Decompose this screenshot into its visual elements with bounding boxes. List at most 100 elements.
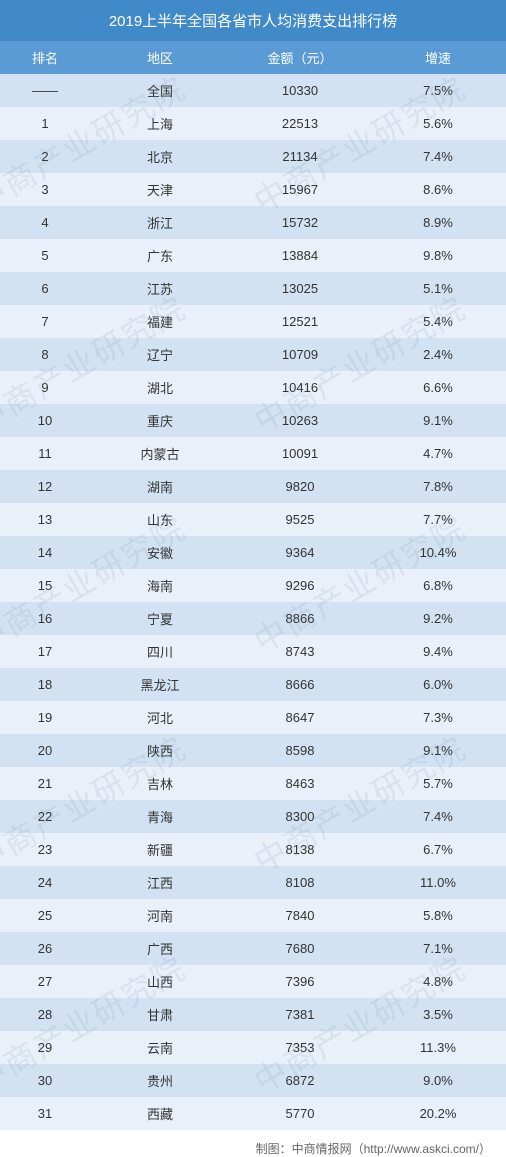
table-row: 11内蒙古100914.7% — [0, 437, 506, 470]
table-row: 2北京211347.4% — [0, 140, 506, 173]
cell-rank: 2 — [0, 149, 90, 164]
cell-region: 吉林 — [90, 774, 230, 793]
cell-growth: 9.8% — [370, 248, 506, 263]
cell-rank: 14 — [0, 545, 90, 560]
table-row: 4浙江157328.9% — [0, 206, 506, 239]
table-row: 10重庆102639.1% — [0, 404, 506, 437]
table-row: 3天津159678.6% — [0, 173, 506, 206]
cell-growth: 7.3% — [370, 710, 506, 725]
table-row: 16宁夏88669.2% — [0, 602, 506, 635]
cell-amount: 10709 — [230, 347, 370, 362]
table-row: 27山西73964.8% — [0, 965, 506, 998]
cell-amount: 7353 — [230, 1040, 370, 1055]
cell-rank: 13 — [0, 512, 90, 527]
cell-growth: 6.8% — [370, 578, 506, 593]
cell-rank: 16 — [0, 611, 90, 626]
table-row: 26广西76807.1% — [0, 932, 506, 965]
cell-rank: 25 — [0, 908, 90, 923]
cell-amount: 7680 — [230, 941, 370, 956]
cell-amount: 8666 — [230, 677, 370, 692]
cell-region: 山西 — [90, 972, 230, 991]
cell-region: 广西 — [90, 939, 230, 958]
table-row: 6江苏130255.1% — [0, 272, 506, 305]
cell-amount: 8108 — [230, 875, 370, 890]
cell-region: 浙江 — [90, 213, 230, 232]
cell-rank: 31 — [0, 1106, 90, 1121]
cell-region: 新疆 — [90, 840, 230, 859]
cell-rank: 17 — [0, 644, 90, 659]
cell-amount: 10091 — [230, 446, 370, 461]
cell-growth: 10.4% — [370, 545, 506, 560]
cell-rank: 5 — [0, 248, 90, 263]
cell-rank: 15 — [0, 578, 90, 593]
cell-amount: 8743 — [230, 644, 370, 659]
cell-growth: 4.7% — [370, 446, 506, 461]
cell-growth: 4.8% — [370, 974, 506, 989]
cell-rank: 1 — [0, 116, 90, 131]
cell-region: 甘肃 — [90, 1005, 230, 1024]
cell-amount: 9525 — [230, 512, 370, 527]
cell-amount: 10330 — [230, 83, 370, 98]
header-growth: 增速 — [370, 48, 506, 67]
cell-amount: 5770 — [230, 1106, 370, 1121]
cell-region: 西藏 — [90, 1104, 230, 1123]
cell-growth: 7.1% — [370, 941, 506, 956]
cell-amount: 7381 — [230, 1007, 370, 1022]
table-body: ——全国103307.5%1上海225135.6%2北京211347.4%3天津… — [0, 74, 506, 1130]
cell-growth: 9.1% — [370, 413, 506, 428]
ranking-table-container: 2019上半年全国各省市人均消费支出排行榜 排名 地区 金额（元） 增速 ——全… — [0, 0, 506, 1156]
cell-region: 广东 — [90, 246, 230, 265]
table-row: 20陕西85989.1% — [0, 734, 506, 767]
cell-rank: 19 — [0, 710, 90, 725]
cell-rank: 9 — [0, 380, 90, 395]
cell-region: 天津 — [90, 180, 230, 199]
cell-rank: 30 — [0, 1073, 90, 1088]
table-row: 9湖北104166.6% — [0, 371, 506, 404]
cell-growth: 3.5% — [370, 1007, 506, 1022]
cell-rank: 21 — [0, 776, 90, 791]
cell-region: 宁夏 — [90, 609, 230, 628]
cell-growth: 9.4% — [370, 644, 506, 659]
table-row: 5广东138849.8% — [0, 239, 506, 272]
cell-growth: 7.8% — [370, 479, 506, 494]
cell-rank: 6 — [0, 281, 90, 296]
cell-region: 湖北 — [90, 378, 230, 397]
table-row: 21吉林84635.7% — [0, 767, 506, 800]
cell-growth: 11.0% — [370, 875, 506, 890]
cell-growth: 6.0% — [370, 677, 506, 692]
cell-region: 云南 — [90, 1038, 230, 1057]
table-row: 22青海83007.4% — [0, 800, 506, 833]
cell-growth: 20.2% — [370, 1106, 506, 1121]
cell-amount: 8866 — [230, 611, 370, 626]
cell-rank: 12 — [0, 479, 90, 494]
table-row: 23新疆81386.7% — [0, 833, 506, 866]
cell-region: 贵州 — [90, 1071, 230, 1090]
cell-region: 黑龙江 — [90, 675, 230, 694]
cell-amount: 12521 — [230, 314, 370, 329]
table-row: ——全国103307.5% — [0, 74, 506, 107]
table-row: 29云南735311.3% — [0, 1031, 506, 1064]
cell-region: 陕西 — [90, 741, 230, 760]
cell-growth: 9.0% — [370, 1073, 506, 1088]
cell-region: 青海 — [90, 807, 230, 826]
table-row: 18黑龙江86666.0% — [0, 668, 506, 701]
cell-rank: 7 — [0, 314, 90, 329]
cell-growth: 5.6% — [370, 116, 506, 131]
cell-growth: 7.5% — [370, 83, 506, 98]
cell-rank: 3 — [0, 182, 90, 197]
cell-rank: 20 — [0, 743, 90, 758]
cell-amount: 10416 — [230, 380, 370, 395]
table-row: 7福建125215.4% — [0, 305, 506, 338]
cell-rank: 11 — [0, 446, 90, 461]
cell-rank: 29 — [0, 1040, 90, 1055]
cell-amount: 21134 — [230, 149, 370, 164]
table-row: 30贵州68729.0% — [0, 1064, 506, 1097]
cell-rank: 27 — [0, 974, 90, 989]
cell-rank: 18 — [0, 677, 90, 692]
cell-amount: 13025 — [230, 281, 370, 296]
table-row: 25河南78405.8% — [0, 899, 506, 932]
cell-growth: 5.7% — [370, 776, 506, 791]
page-title: 2019上半年全国各省市人均消费支出排行榜 — [0, 0, 506, 41]
cell-growth: 9.2% — [370, 611, 506, 626]
cell-amount: 15732 — [230, 215, 370, 230]
